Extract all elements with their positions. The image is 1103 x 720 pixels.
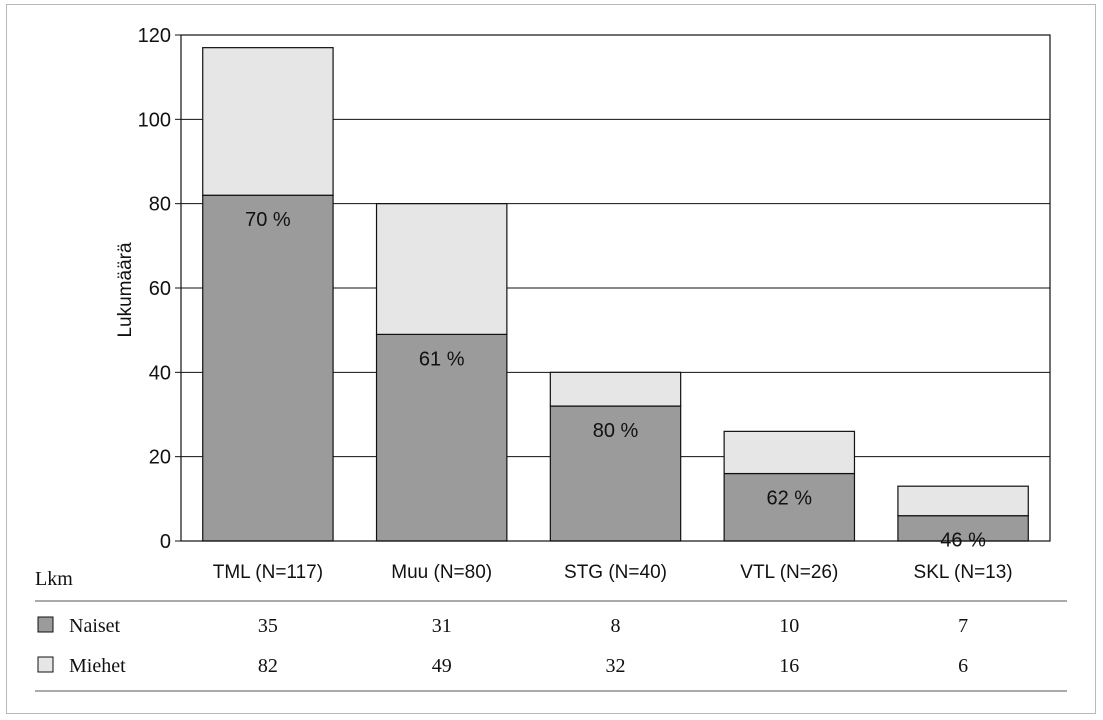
bar-segment-upper bbox=[897, 485, 1029, 517]
bar-percent-label: 70 % bbox=[245, 209, 291, 231]
table-row-label: Miehet bbox=[69, 655, 126, 677]
y-tick-label: 100 bbox=[138, 109, 171, 131]
bar-segment-lower bbox=[202, 194, 334, 542]
table-cell: 6 bbox=[958, 655, 968, 677]
bar-segment-upper bbox=[723, 430, 856, 475]
legend-swatch bbox=[37, 616, 54, 633]
table-cell: 35 bbox=[258, 615, 278, 637]
x-category-labels: TML (N=117) Muu (N=80) STG (N=40) VTL (N=26… bbox=[213, 562, 1013, 583]
y-tick-label: 120 bbox=[138, 25, 171, 47]
bars-group bbox=[202, 47, 1029, 542]
table-cell: 16 bbox=[779, 655, 799, 677]
x-category-label: Muu (N=80) bbox=[391, 562, 492, 583]
table-cell: 10 bbox=[779, 615, 799, 637]
y-tick-label: 0 bbox=[160, 531, 171, 553]
bar-segment-upper bbox=[549, 371, 682, 407]
x-category-label: VTL (N=26) bbox=[740, 562, 838, 583]
table-cell: 82 bbox=[258, 655, 278, 677]
y-tick-label: 40 bbox=[149, 362, 171, 384]
y-axis-label: Lukumäärä bbox=[115, 242, 136, 337]
legend-swatch bbox=[37, 656, 54, 673]
x-category-label: STG (N=40) bbox=[564, 562, 667, 583]
figure-frame bbox=[6, 4, 1096, 714]
table-heading: Lkm bbox=[35, 568, 73, 590]
bar-segment-upper bbox=[375, 203, 508, 335]
data-table: Naiset 35 31 8 10 7 Miehet 82 49 32 16 6 bbox=[37, 615, 968, 677]
y-tick-label: 60 bbox=[149, 278, 171, 300]
table-cell: 7 bbox=[958, 615, 968, 637]
table-cell: 8 bbox=[611, 615, 621, 637]
x-category-label: TML (N=117) bbox=[213, 562, 323, 583]
table-cell: 49 bbox=[432, 655, 452, 677]
table-cell: 32 bbox=[606, 655, 626, 677]
bar-percent-label: 61 % bbox=[419, 348, 465, 370]
plot-border bbox=[180, 34, 1051, 542]
y-tick-labels: 0 20 40 60 80 100 120 bbox=[138, 25, 171, 553]
bar-percent-label: 80 % bbox=[593, 420, 639, 442]
y-tick-label: 20 bbox=[149, 447, 171, 469]
x-category-label: SKL (N=13) bbox=[914, 562, 1013, 583]
table-row-label: Naiset bbox=[69, 615, 121, 637]
bar-percent-label: 62 % bbox=[767, 488, 813, 510]
bar-segment-upper bbox=[202, 47, 334, 196]
y-tick-label: 80 bbox=[149, 194, 171, 216]
table-cell: 31 bbox=[432, 615, 452, 637]
